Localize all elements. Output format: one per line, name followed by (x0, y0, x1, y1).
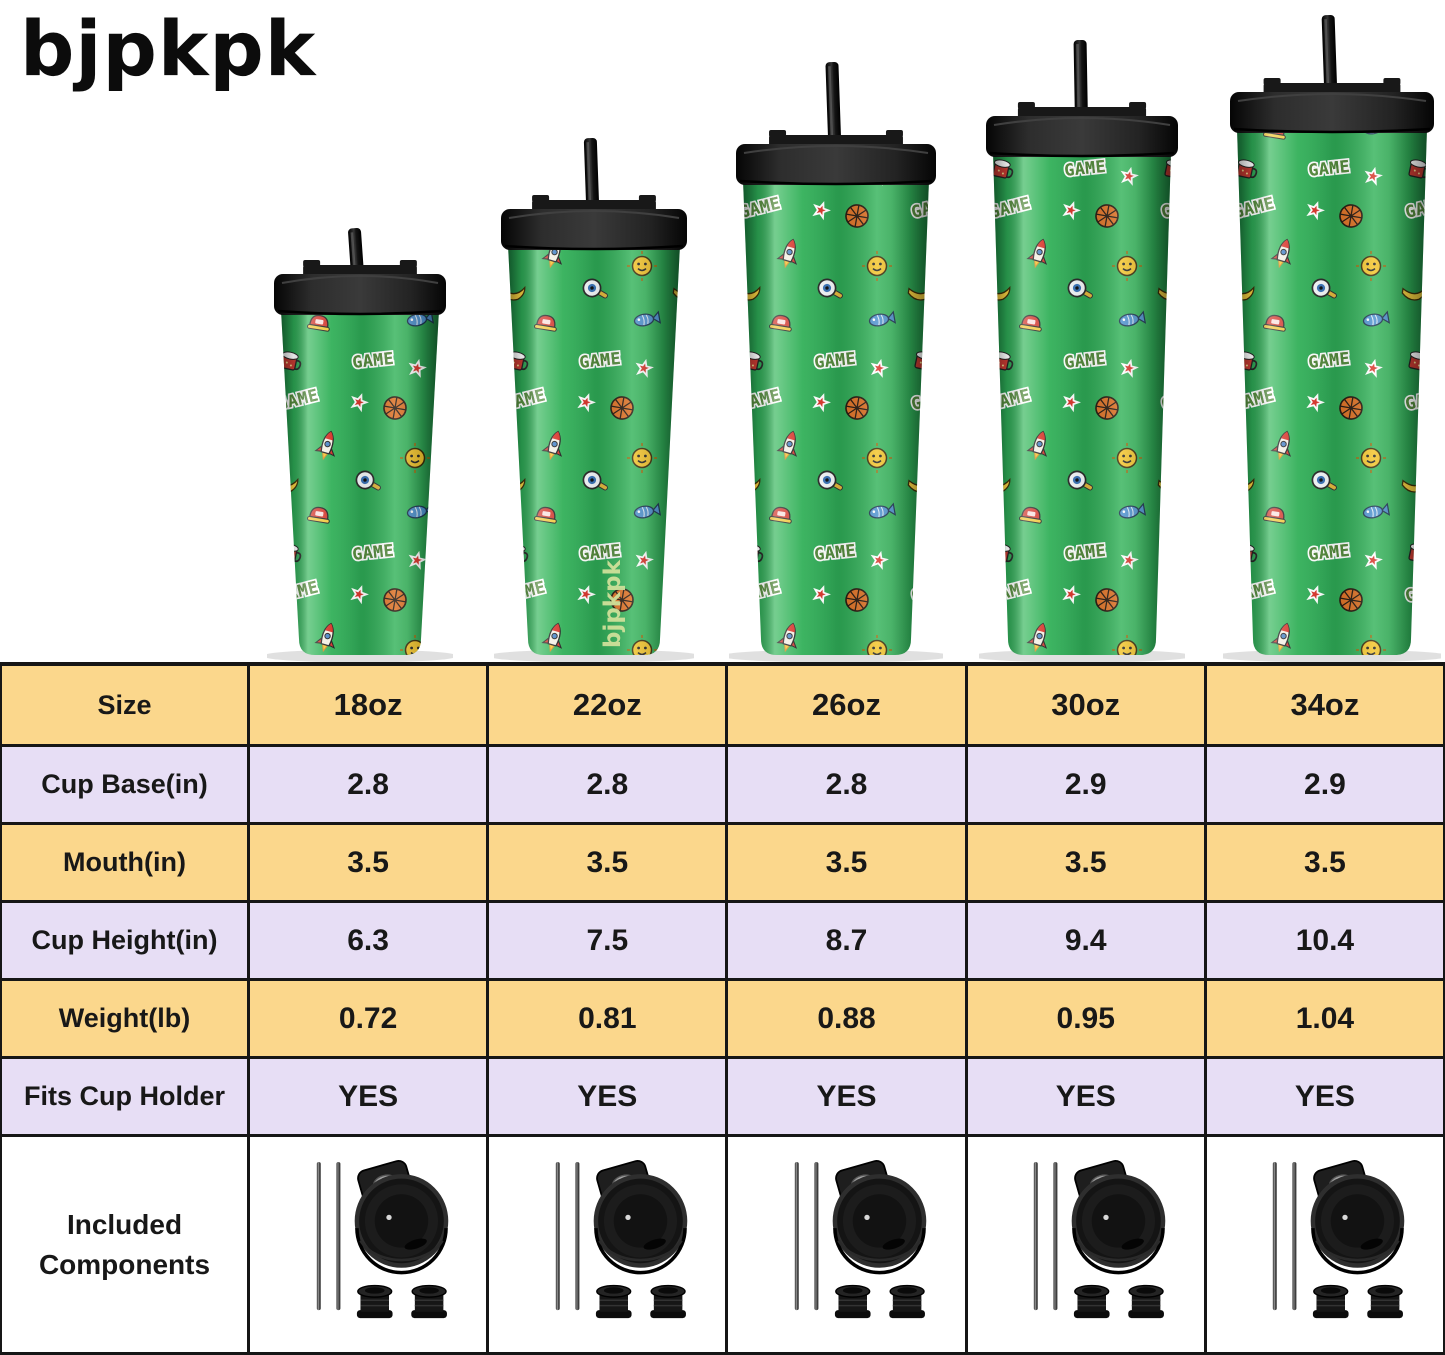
cell-value: 2.8 (486, 747, 725, 822)
row-label: Size (97, 689, 152, 720)
cup-body (508, 245, 680, 655)
table-row-weight: Weight(lb) 0.72 0.81 0.88 0.95 1.04 (2, 981, 1443, 1059)
components-cell (725, 1137, 964, 1352)
cell-value: YES (725, 1059, 964, 1134)
lid (1230, 92, 1434, 134)
cell-value: 7.5 (486, 903, 725, 978)
cell-value: 3.5 (964, 825, 1204, 900)
cell-value: 1.04 (1203, 981, 1443, 1056)
cell-value: 3.5 (486, 825, 725, 900)
included-components-icon (983, 1150, 1188, 1340)
lid (274, 274, 446, 316)
tumbler-34oz (1223, 14, 1441, 662)
cell-value: 3.5 (247, 825, 486, 900)
included-components-icon (505, 1150, 710, 1340)
components-cell (1203, 1137, 1443, 1352)
lid (736, 144, 936, 186)
row-label: Mouth(in) (63, 847, 186, 877)
cell-value: 3.5 (1203, 825, 1443, 900)
cell-value: 0.81 (486, 981, 725, 1056)
table-row-cup-base: Cup Base(in) 2.8 2.8 2.8 2.9 2.9 (2, 747, 1443, 825)
cup-body (1237, 128, 1427, 655)
cell-value: 0.88 (725, 981, 964, 1056)
cell-value: 3.5 (725, 825, 964, 900)
cell-value: YES (1203, 1059, 1443, 1134)
straw (1321, 14, 1338, 101)
lid (501, 209, 687, 251)
components-cell (964, 1137, 1204, 1352)
size-value: 22oz (486, 666, 725, 744)
cell-value: 2.8 (247, 747, 486, 822)
straw (583, 137, 600, 218)
cell-value: 8.7 (725, 903, 964, 978)
tumbler-30oz (979, 39, 1185, 662)
cell-value: 2.9 (1203, 747, 1443, 822)
components-cell (247, 1137, 486, 1352)
row-label: Cup Base(in) (41, 769, 208, 799)
cup-body (743, 180, 929, 655)
cell-value: 2.9 (964, 747, 1204, 822)
table-row-fits-cup-holder: Fits Cup Holder YES YES YES YES YES (2, 1059, 1443, 1137)
tumbler-18oz (267, 228, 453, 662)
table-row-size: Size 18oz 22oz 26oz 30oz 34oz (2, 666, 1443, 747)
components-cell (486, 1137, 725, 1352)
row-label: Cup Height(in) (31, 925, 218, 955)
cell-value: YES (486, 1059, 725, 1134)
row-label: Fits Cup Holder (24, 1081, 225, 1111)
straw (825, 61, 842, 153)
lid (986, 116, 1178, 158)
table-row-mouth: Mouth(in) 3.5 3.5 3.5 3.5 3.5 (2, 825, 1443, 903)
product-showcase: bjpkpk (0, 0, 1445, 662)
size-value: 34oz (1203, 666, 1443, 744)
cup-body (281, 310, 439, 655)
included-components-icon (744, 1150, 949, 1340)
size-value: 18oz (247, 666, 486, 744)
cup-logo-text: bjpkpk (600, 559, 626, 648)
cell-value: 0.95 (964, 981, 1204, 1056)
brand-logo: bjpkpk (20, 4, 317, 93)
spec-table: Size 18oz 22oz 26oz 30oz 34oz Cup Base(i… (0, 662, 1445, 1355)
tumbler-22oz: bjpkpk (494, 137, 694, 662)
cell-value: 9.4 (964, 903, 1204, 978)
cell-value: 2.8 (725, 747, 964, 822)
cell-value: YES (964, 1059, 1204, 1134)
cell-value: 10.4 (1203, 903, 1443, 978)
row-label: Weight(lb) (58, 1003, 191, 1033)
cell-value: 0.72 (247, 981, 486, 1056)
cell-value: 6.3 (247, 903, 486, 978)
row-label: Included Components (38, 1209, 211, 1280)
table-row-included-components: Included Components (2, 1137, 1443, 1352)
tumbler-26oz (729, 61, 943, 662)
cup-body (993, 152, 1171, 655)
included-components-icon (1222, 1150, 1427, 1340)
straw (1073, 39, 1088, 125)
size-value: 30oz (964, 666, 1204, 744)
size-value: 26oz (725, 666, 964, 744)
included-components-icon (266, 1150, 471, 1340)
table-row-cup-height: Cup Height(in) 6.3 7.5 8.7 9.4 10.4 (2, 903, 1443, 981)
cell-value: YES (247, 1059, 486, 1134)
